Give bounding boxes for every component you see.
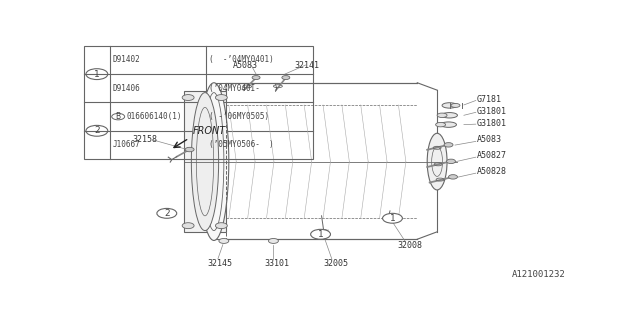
Bar	[84, 46, 313, 159]
Ellipse shape	[437, 113, 447, 117]
Text: 32158: 32158	[132, 135, 157, 144]
Text: G31801: G31801	[477, 107, 507, 116]
Text: A5083: A5083	[477, 135, 502, 144]
Circle shape	[444, 143, 453, 147]
Text: D91402: D91402	[113, 55, 141, 64]
Circle shape	[447, 159, 456, 164]
Ellipse shape	[442, 103, 457, 108]
Text: (’05MY0506-  ): (’05MY0506- )	[209, 140, 274, 149]
Text: (  -’04MY0401): ( -’04MY0401)	[209, 55, 274, 64]
Text: B: B	[116, 112, 121, 121]
Text: J10667: J10667	[113, 140, 141, 149]
Text: D91406: D91406	[113, 84, 141, 93]
Circle shape	[310, 229, 330, 239]
Ellipse shape	[442, 113, 458, 118]
Circle shape	[157, 208, 177, 218]
Circle shape	[252, 76, 260, 80]
Circle shape	[282, 76, 290, 80]
Ellipse shape	[199, 83, 229, 240]
Circle shape	[185, 147, 194, 152]
Circle shape	[383, 216, 394, 221]
Circle shape	[216, 223, 227, 228]
Text: ( -’06MY0505): ( -’06MY0505)	[209, 112, 269, 121]
Text: 1: 1	[94, 70, 100, 79]
Text: A121001232: A121001232	[513, 270, 566, 279]
Text: A5083: A5083	[233, 60, 258, 69]
Text: 1: 1	[390, 214, 396, 223]
Text: 32008: 32008	[397, 241, 422, 250]
Text: A50828: A50828	[477, 167, 507, 176]
Ellipse shape	[451, 103, 460, 108]
Text: G31801: G31801	[477, 119, 507, 128]
Text: A50827: A50827	[477, 151, 507, 160]
Circle shape	[182, 223, 194, 228]
Text: 016606140(1): 016606140(1)	[127, 112, 182, 121]
Text: 33101: 33101	[264, 259, 289, 268]
Circle shape	[182, 95, 194, 100]
Text: 32145: 32145	[207, 259, 232, 268]
Circle shape	[269, 238, 278, 244]
Text: 2: 2	[94, 126, 100, 135]
Circle shape	[318, 229, 328, 234]
Text: (’04MY040I-   ): (’04MY040I- )	[209, 84, 278, 93]
Ellipse shape	[440, 122, 456, 127]
Circle shape	[216, 95, 227, 100]
Ellipse shape	[428, 133, 447, 190]
FancyBboxPatch shape	[184, 92, 227, 232]
Text: FRONT: FRONT	[193, 126, 227, 136]
Ellipse shape	[191, 92, 219, 231]
Circle shape	[449, 175, 458, 179]
Ellipse shape	[436, 123, 445, 127]
Text: 32141: 32141	[294, 60, 319, 69]
Text: G7181: G7181	[477, 95, 502, 104]
Text: 2: 2	[164, 209, 170, 218]
Circle shape	[219, 238, 229, 244]
Text: 1: 1	[317, 230, 323, 239]
Text: 32005: 32005	[323, 259, 348, 268]
Circle shape	[383, 213, 403, 223]
